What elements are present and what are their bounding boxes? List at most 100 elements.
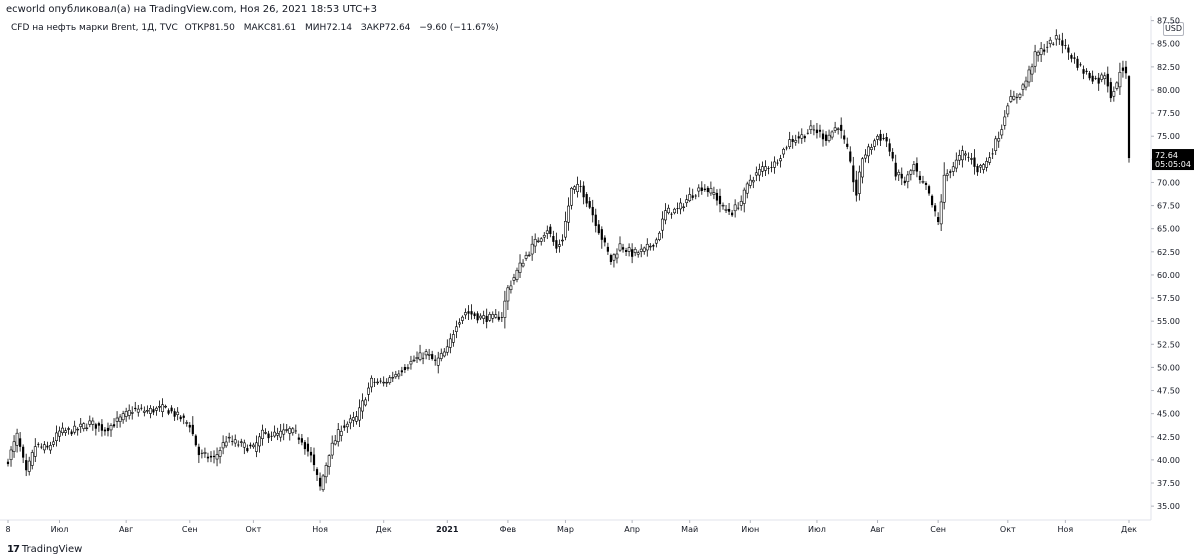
candle-body bbox=[1048, 39, 1052, 45]
price-tick-label: 62.50 bbox=[1157, 248, 1180, 257]
candle-body bbox=[242, 442, 246, 448]
candle-body bbox=[694, 195, 697, 197]
candle-body bbox=[324, 465, 328, 478]
time-tick-label: Ноя bbox=[312, 525, 328, 534]
candle-body bbox=[670, 213, 673, 215]
candle-body bbox=[155, 407, 158, 411]
price-tick-label: 37.50 bbox=[1157, 479, 1180, 488]
candle-body bbox=[918, 175, 922, 181]
candle-body bbox=[715, 192, 719, 201]
candle-body bbox=[491, 314, 495, 319]
candle-body bbox=[1070, 55, 1073, 59]
candle-body bbox=[803, 136, 806, 139]
candle-body bbox=[791, 138, 794, 142]
candle-body bbox=[206, 456, 210, 459]
candle-body bbox=[836, 128, 840, 130]
candle-body bbox=[1118, 71, 1122, 88]
candle-body bbox=[682, 206, 686, 208]
time-tick-label: Дек bbox=[376, 525, 392, 534]
candle-body bbox=[770, 167, 773, 168]
candle-body bbox=[367, 387, 370, 395]
candle-body bbox=[106, 427, 110, 432]
candle-body bbox=[22, 446, 25, 458]
candle-body bbox=[1097, 77, 1100, 84]
candle-body bbox=[148, 408, 152, 414]
candle-body bbox=[309, 451, 313, 456]
candle-body bbox=[421, 357, 425, 359]
candle-body bbox=[52, 441, 55, 445]
candle-body bbox=[49, 445, 52, 451]
candle-body bbox=[109, 425, 113, 431]
candle-body bbox=[645, 243, 649, 251]
price-tick-label: 60.00 bbox=[1157, 271, 1180, 280]
candle-body bbox=[112, 424, 116, 427]
candle-body bbox=[370, 377, 373, 388]
candle-body bbox=[900, 173, 903, 179]
candle-body bbox=[124, 411, 128, 417]
candle-body bbox=[361, 400, 364, 412]
low-label: МИН bbox=[304, 23, 327, 33]
candle-body bbox=[909, 170, 913, 175]
price-axis[interactable]: 35.00 37.50 40.00 42.50 45.00 47.50 50.00 52.50… bbox=[1151, 17, 1180, 512]
candle-body bbox=[115, 417, 119, 422]
candle-body bbox=[618, 243, 622, 251]
candle-body bbox=[930, 195, 934, 206]
candle-body bbox=[1082, 69, 1085, 74]
close-label: ЗАКР bbox=[360, 23, 385, 33]
candle-body bbox=[506, 287, 510, 302]
candle-body bbox=[564, 221, 567, 238]
candle-body bbox=[806, 132, 809, 134]
last-price-box bbox=[1152, 149, 1194, 171]
candle-body bbox=[1003, 116, 1007, 126]
candle-body bbox=[1079, 64, 1082, 66]
candle-body bbox=[94, 424, 97, 429]
candle-body bbox=[79, 423, 83, 427]
candle-body bbox=[661, 218, 664, 231]
candle-body bbox=[573, 186, 576, 190]
candle-body bbox=[303, 442, 307, 450]
candle-body bbox=[1067, 47, 1070, 53]
currency-button[interactable]: USD bbox=[1163, 22, 1184, 36]
candle-body bbox=[203, 452, 207, 454]
candle-body bbox=[561, 239, 564, 242]
candle-body bbox=[288, 428, 292, 434]
candle-body bbox=[464, 312, 467, 316]
candle-body bbox=[424, 351, 428, 356]
candle-body bbox=[221, 442, 225, 449]
candle-body bbox=[264, 432, 267, 434]
candle-body bbox=[667, 207, 670, 214]
candle-body bbox=[121, 413, 125, 421]
candle-body bbox=[333, 440, 337, 445]
candle-body bbox=[406, 367, 410, 369]
symbol-name[interactable]: CFD на нефть марки Brent, 1Д, TVC bbox=[11, 23, 178, 33]
tradingview-logo-icon: 17 bbox=[7, 544, 20, 555]
candle-body bbox=[603, 237, 606, 243]
candle-body bbox=[382, 381, 386, 384]
candle-body bbox=[852, 165, 855, 183]
candle-body bbox=[415, 357, 419, 360]
candle-body bbox=[503, 300, 507, 318]
candle-body bbox=[912, 164, 916, 172]
candle-body bbox=[267, 433, 270, 439]
bar-countdown: 05:05:04 bbox=[1155, 160, 1191, 169]
time-axis[interactable]: 8 Июл Авг Сен Окт Ноя Дек 2021 Фев Мар Апр Май Июн Ию… bbox=[5, 520, 1137, 534]
candle-body bbox=[737, 207, 740, 209]
candle-body bbox=[164, 405, 167, 408]
candle-body bbox=[388, 377, 392, 383]
candle-body bbox=[721, 204, 725, 207]
candle-body bbox=[857, 171, 861, 194]
candle-body bbox=[497, 316, 500, 320]
candle-body bbox=[739, 201, 743, 206]
candle-body bbox=[609, 255, 613, 262]
time-tick-label: Сен bbox=[930, 525, 946, 534]
candle-body bbox=[197, 446, 200, 456]
candle-body bbox=[70, 431, 73, 435]
candle-body bbox=[391, 377, 395, 379]
candle-body bbox=[970, 158, 973, 160]
candle-body bbox=[291, 428, 295, 434]
candle-body bbox=[394, 374, 398, 378]
candle-body bbox=[285, 429, 289, 431]
footer-brand[interactable]: 17 TradingView bbox=[7, 544, 82, 555]
candle-body bbox=[582, 185, 585, 198]
